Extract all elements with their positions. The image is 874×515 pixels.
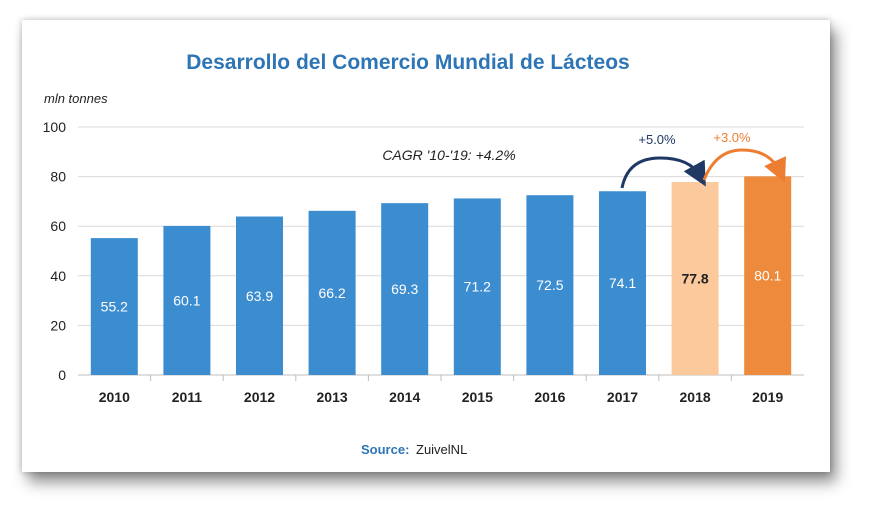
bar-2018 <box>671 182 719 375</box>
x-tick-label: 2011 <box>172 389 203 405</box>
bar-2014 <box>381 203 429 375</box>
bar-2012 <box>236 216 283 375</box>
data-label: 66.2 <box>318 285 345 301</box>
y-axis-unit: mln tonnes <box>44 91 108 106</box>
growth-label-2019: +3.0% <box>713 130 751 145</box>
x-tick-label: 2010 <box>99 389 130 405</box>
x-tick-label: 2012 <box>244 389 275 405</box>
growth-arrow-2018 <box>620 156 706 189</box>
data-label: 60.1 <box>173 292 200 308</box>
y-tick-label: 80 <box>50 169 66 185</box>
data-label: 72.5 <box>536 277 563 293</box>
bar-2013 <box>308 210 356 375</box>
growth-label-2018: +5.0% <box>638 132 676 147</box>
source-value: ZuivelNL <box>416 442 467 457</box>
chart-card: Desarrollo del Comercio Mundial de Lácte… <box>22 20 830 472</box>
x-tick-label: 2019 <box>752 389 783 405</box>
chart-svg: Desarrollo del Comercio Mundial de Lácte… <box>43 51 804 457</box>
data-label: 74.1 <box>609 275 636 291</box>
x-tick-label: 2014 <box>389 389 420 405</box>
data-label: 77.8 <box>681 271 708 287</box>
x-tick-label: 2015 <box>462 389 493 405</box>
x-tick-label: 2016 <box>534 389 565 405</box>
growth-arrow-2019 <box>702 148 786 183</box>
data-label: 80.1 <box>754 268 781 284</box>
y-tick-label: 0 <box>58 367 66 383</box>
bar-2019 <box>744 176 792 375</box>
cagr-annotation: CAGR '10-'19: +4.2% <box>382 147 515 163</box>
x-tick-label: 2013 <box>317 389 348 405</box>
data-label: 71.2 <box>464 279 491 295</box>
bar-2016 <box>526 195 574 375</box>
data-label: 69.3 <box>391 281 418 297</box>
chart-title: Desarrollo del Comercio Mundial de Lácte… <box>186 51 629 74</box>
bar-2017 <box>599 191 646 375</box>
y-tick-label: 60 <box>50 218 66 234</box>
x-tick-label: 2018 <box>680 389 711 405</box>
data-label: 55.2 <box>101 299 128 315</box>
y-tick-label: 40 <box>50 268 66 284</box>
y-tick-label: 20 <box>50 317 66 333</box>
x-tick-label: 2017 <box>607 389 638 405</box>
data-label: 63.9 <box>246 288 273 304</box>
bar-2015 <box>453 198 501 375</box>
bar-2010 <box>90 238 138 375</box>
y-tick-label: 100 <box>43 119 67 135</box>
bar-2011 <box>163 225 211 375</box>
source-label: Source: <box>361 442 409 457</box>
